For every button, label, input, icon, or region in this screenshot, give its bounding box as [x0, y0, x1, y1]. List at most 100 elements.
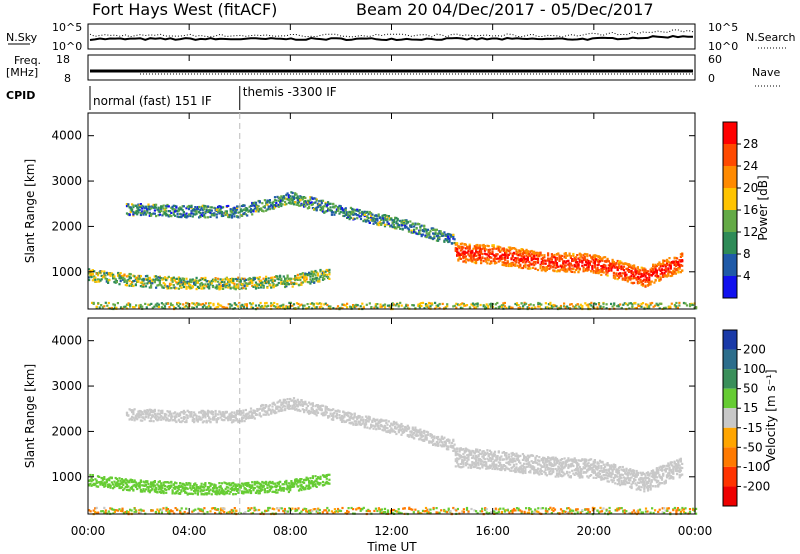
upper-band-cell: [196, 206, 199, 209]
ground-scatter-cell: [475, 302, 478, 306]
near-range-scatter-cell: [206, 492, 210, 495]
near-range-scatter-cell: [222, 278, 225, 281]
strong-band-cell: [463, 253, 466, 256]
strong-band-cell: [464, 261, 467, 264]
upper-band-cell: [396, 225, 399, 228]
upper-band-cell: [208, 410, 211, 413]
near-range-scatter-cell: [94, 280, 97, 283]
near-range-scatter-cell: [119, 479, 122, 482]
upper-band-cell: [144, 206, 148, 209]
upper-band-cell: [311, 207, 314, 210]
upper-band-cell: [358, 211, 361, 215]
upper-band-cell: [141, 416, 144, 419]
near-range-scatter-cell: [258, 482, 261, 485]
strong-band-cell: [674, 264, 677, 268]
upper-band-cell: [423, 227, 426, 230]
near-range-scatter-cell: [167, 286, 170, 289]
near-range-scatter-cell: [247, 491, 250, 494]
cpid-label: CPID: [6, 89, 35, 102]
ground-scatter-cell: [461, 307, 464, 310]
strong-band-cell: [672, 269, 675, 272]
near-range-scatter-cell: [138, 485, 141, 488]
near-range-scatter-cell: [256, 283, 259, 286]
strong-band-cell: [472, 256, 475, 259]
near-range-scatter-cell: [313, 480, 316, 483]
upper-band-cell: [215, 418, 218, 421]
strong-band-cell: [660, 264, 664, 267]
near-range-scatter-cell: [203, 486, 206, 489]
upper-band-cell: [229, 208, 232, 211]
upper-band-cell: [352, 217, 355, 220]
upper-band-cell: [342, 415, 345, 419]
strong-band-cell: [519, 263, 522, 266]
strong-band-cell: [514, 247, 517, 250]
strong-band-cell: [611, 264, 614, 267]
strong-band-cell: [677, 267, 680, 270]
near-range-scatter-cell: [241, 284, 244, 287]
strong-band-cell: [585, 253, 588, 256]
near-range-scatter-cell: [195, 281, 198, 284]
upper-band-cell: [193, 414, 196, 417]
near-range-scatter-cell: [150, 485, 153, 488]
ground-scatter-cell: [547, 303, 550, 306]
strong-band-cell: [650, 267, 653, 270]
near-range-scatter-cell: [261, 480, 264, 484]
upper-band-cell: [137, 203, 140, 206]
upper-band-cell: [222, 419, 225, 422]
strong-band-cell: [526, 252, 529, 255]
near-range-scatter-cell: [279, 485, 282, 488]
near-range-scatter-cell: [189, 278, 192, 281]
strong-band-cell: [639, 269, 642, 272]
upper-band-cell: [414, 231, 417, 234]
upper-band-cell: [198, 211, 201, 214]
strong-band-cell: [495, 253, 498, 256]
near-range-scatter-cell: [148, 286, 151, 289]
upper-band-cell: [224, 411, 227, 414]
strong-band-cell: [621, 277, 624, 280]
strong-band-cell: [535, 257, 538, 260]
near-range-scatter-cell: [227, 286, 230, 289]
near-range-scatter-cell: [290, 281, 293, 285]
strong-band-cell: [620, 274, 623, 278]
upper-band-cell: [353, 412, 356, 415]
near-range-scatter-cell: [119, 272, 122, 275]
near-range-scatter-cell: [228, 482, 231, 485]
ground-scatter-cell: [173, 305, 176, 308]
strong-band-cell: [566, 260, 569, 263]
strong-band-cell: [616, 268, 619, 272]
ground-scatter-cell: [239, 306, 242, 309]
ground-scatter-cell: [490, 305, 493, 308]
ground-scatter-cell: [566, 305, 569, 308]
near-range-scatter-cell: [161, 285, 164, 288]
near-range-scatter-cell: [113, 275, 116, 278]
near-range-scatter-cell: [100, 482, 103, 485]
nsearch-trace: [89, 29, 694, 38]
strong-band-cell: [649, 283, 652, 286]
near-range-scatter-cell: [275, 275, 278, 278]
strong-band-cell: [571, 258, 574, 261]
upper-band-cell: [151, 409, 154, 412]
upper-band-cell: [448, 240, 451, 243]
strong-band-cell: [542, 262, 545, 265]
near-range-scatter-cell: [223, 481, 226, 484]
upper-band-cell: [139, 410, 142, 413]
strong-band-cell: [582, 270, 585, 273]
upper-band-cell: [280, 401, 283, 404]
near-range-scatter-cell: [122, 276, 125, 279]
upper-band-cell: [214, 409, 217, 413]
upper-band-cell: [348, 421, 351, 425]
upper-band-cell: [261, 409, 264, 412]
near-range-scatter-cell: [99, 271, 102, 274]
upper-band-cell: [174, 417, 177, 420]
near-range-scatter-cell: [254, 285, 258, 289]
strong-band-cell: [459, 245, 462, 248]
upper-band-cell: [165, 413, 168, 416]
upper-band-cell: [224, 213, 227, 217]
upper-band-cell: [139, 203, 142, 206]
strong-band-cell: [530, 253, 533, 256]
near-range-scatter-cell: [321, 474, 325, 477]
upper-band-cell: [139, 206, 142, 209]
nave-tick-top: 60: [708, 53, 722, 66]
ground-scatter-cell: [471, 304, 475, 307]
ground-scatter-cell: [626, 304, 629, 307]
